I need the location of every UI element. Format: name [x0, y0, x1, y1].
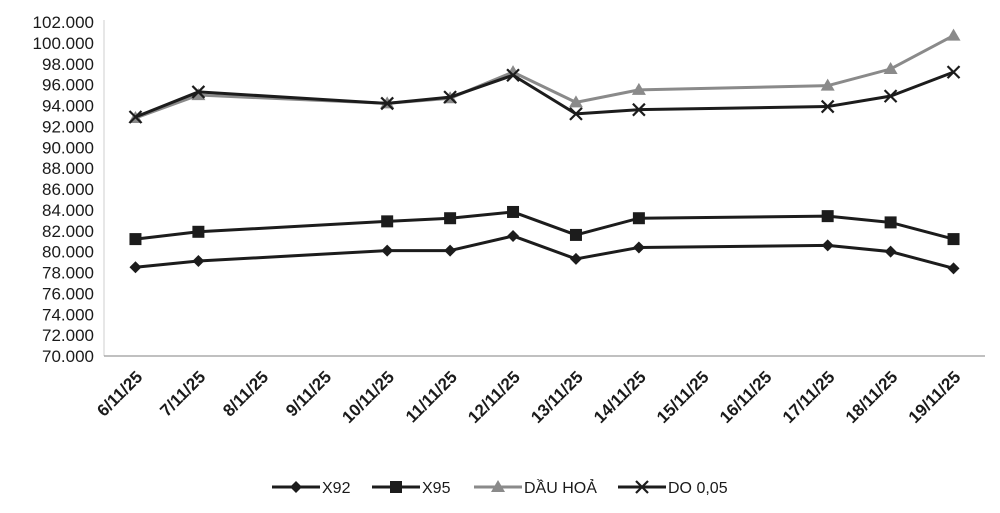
x-tick-label: 14/11/25 [590, 367, 650, 427]
y-tick-label: 94.000 [42, 97, 94, 116]
series-line [134, 70, 955, 119]
data-point [946, 65, 961, 79]
data-point [884, 245, 897, 258]
data-point [883, 61, 898, 74]
x-tick-label: 16/11/25 [716, 367, 776, 427]
y-tick-label: 98.000 [42, 55, 94, 74]
y-tick-label: 84.000 [42, 201, 94, 220]
legend-marker [390, 481, 402, 493]
y-tick-label: 100.000 [33, 34, 94, 53]
data-point [568, 95, 583, 108]
x-tick-label: 19/11/25 [905, 367, 965, 427]
data-point [506, 68, 520, 83]
y-tick-label: 96.000 [42, 76, 94, 95]
legend-item: X95 [372, 480, 451, 497]
legend-label: DẦU HOẢ [524, 478, 597, 497]
data-point [444, 212, 457, 225]
y-tick-label: 70.000 [42, 347, 94, 366]
x-tick-label: 12/11/25 [464, 367, 524, 427]
data-point [821, 239, 834, 252]
y-tick-label: 86.000 [42, 180, 94, 199]
data-point [820, 78, 835, 91]
x-tick-label: 9/11/25 [282, 367, 335, 420]
y-tick-label: 80.000 [42, 243, 94, 262]
data-point [632, 241, 645, 254]
data-point [192, 225, 205, 238]
legend-label: X92 [322, 480, 351, 497]
legend-label: DO 0,05 [668, 480, 728, 497]
series-line [134, 34, 955, 120]
y-tick-label: 72.000 [42, 326, 94, 345]
series-x92 [129, 229, 960, 275]
x-tick-label: 10/11/25 [338, 367, 398, 427]
data-point [947, 233, 960, 246]
series-line [135, 234, 954, 270]
series-layer [128, 28, 961, 275]
legend-label: X95 [422, 480, 451, 497]
data-point [380, 96, 394, 111]
x-tick-label: 13/11/25 [527, 367, 587, 427]
y-tick-label: 78.000 [42, 264, 94, 283]
legend-marker [290, 481, 302, 493]
x-tick-label: 6/11/25 [93, 367, 146, 420]
data-point [632, 102, 646, 117]
x-tick-label: 11/11/25 [402, 367, 461, 426]
series-do-0-05 [128, 65, 961, 124]
data-point [569, 107, 583, 121]
y-tick-label: 74.000 [42, 305, 94, 324]
y-tick-label: 82.000 [42, 222, 94, 241]
legend-marker [491, 480, 505, 492]
x-tick-label: 18/11/25 [842, 367, 902, 427]
y-tick-label: 88.000 [42, 159, 94, 178]
x-tick-label: 7/11/25 [156, 367, 209, 420]
series-d-u-ho- [128, 28, 961, 124]
data-point [884, 216, 897, 229]
x-tick-label: 8/11/25 [219, 367, 272, 420]
data-point [569, 228, 582, 241]
data-point [569, 252, 582, 265]
data-point [129, 233, 142, 246]
data-point [129, 261, 142, 274]
data-point [192, 255, 205, 268]
y-tick-label: 92.000 [42, 117, 94, 136]
legend-item: X92 [272, 480, 351, 497]
data-point [507, 205, 520, 218]
data-point [444, 244, 457, 257]
data-point [507, 229, 520, 242]
data-point [632, 212, 645, 225]
y-tick-label: 90.000 [42, 138, 94, 157]
data-point [191, 85, 206, 99]
x-tick-label: 17/11/25 [779, 367, 839, 427]
data-point [381, 244, 394, 257]
data-point [506, 65, 521, 78]
series-line [135, 210, 954, 241]
y-tick-label: 102.000 [33, 13, 94, 32]
data-point [820, 99, 835, 114]
x-tick-label: 15/11/25 [653, 367, 713, 427]
y-tick-label: 76.000 [42, 284, 94, 303]
legend-marker [635, 480, 649, 494]
series-x95 [129, 205, 960, 246]
data-point [946, 28, 961, 41]
data-point [883, 89, 898, 103]
x-axis: 6/11/25 7/11/25 8/11/25 9/11/25 10/11/25 11/1… [93, 355, 985, 427]
data-point [191, 88, 206, 101]
data-point [947, 262, 960, 275]
legend: X92 X95 DẦU HOẢ DO 0,05 [272, 478, 728, 497]
data-point [128, 110, 143, 124]
legend-item: DO 0,05 [618, 480, 728, 497]
data-point [443, 90, 457, 104]
data-point [631, 82, 646, 95]
data-point [381, 215, 394, 228]
data-point [821, 210, 834, 223]
legend-item: DẦU HOẢ [474, 478, 597, 497]
